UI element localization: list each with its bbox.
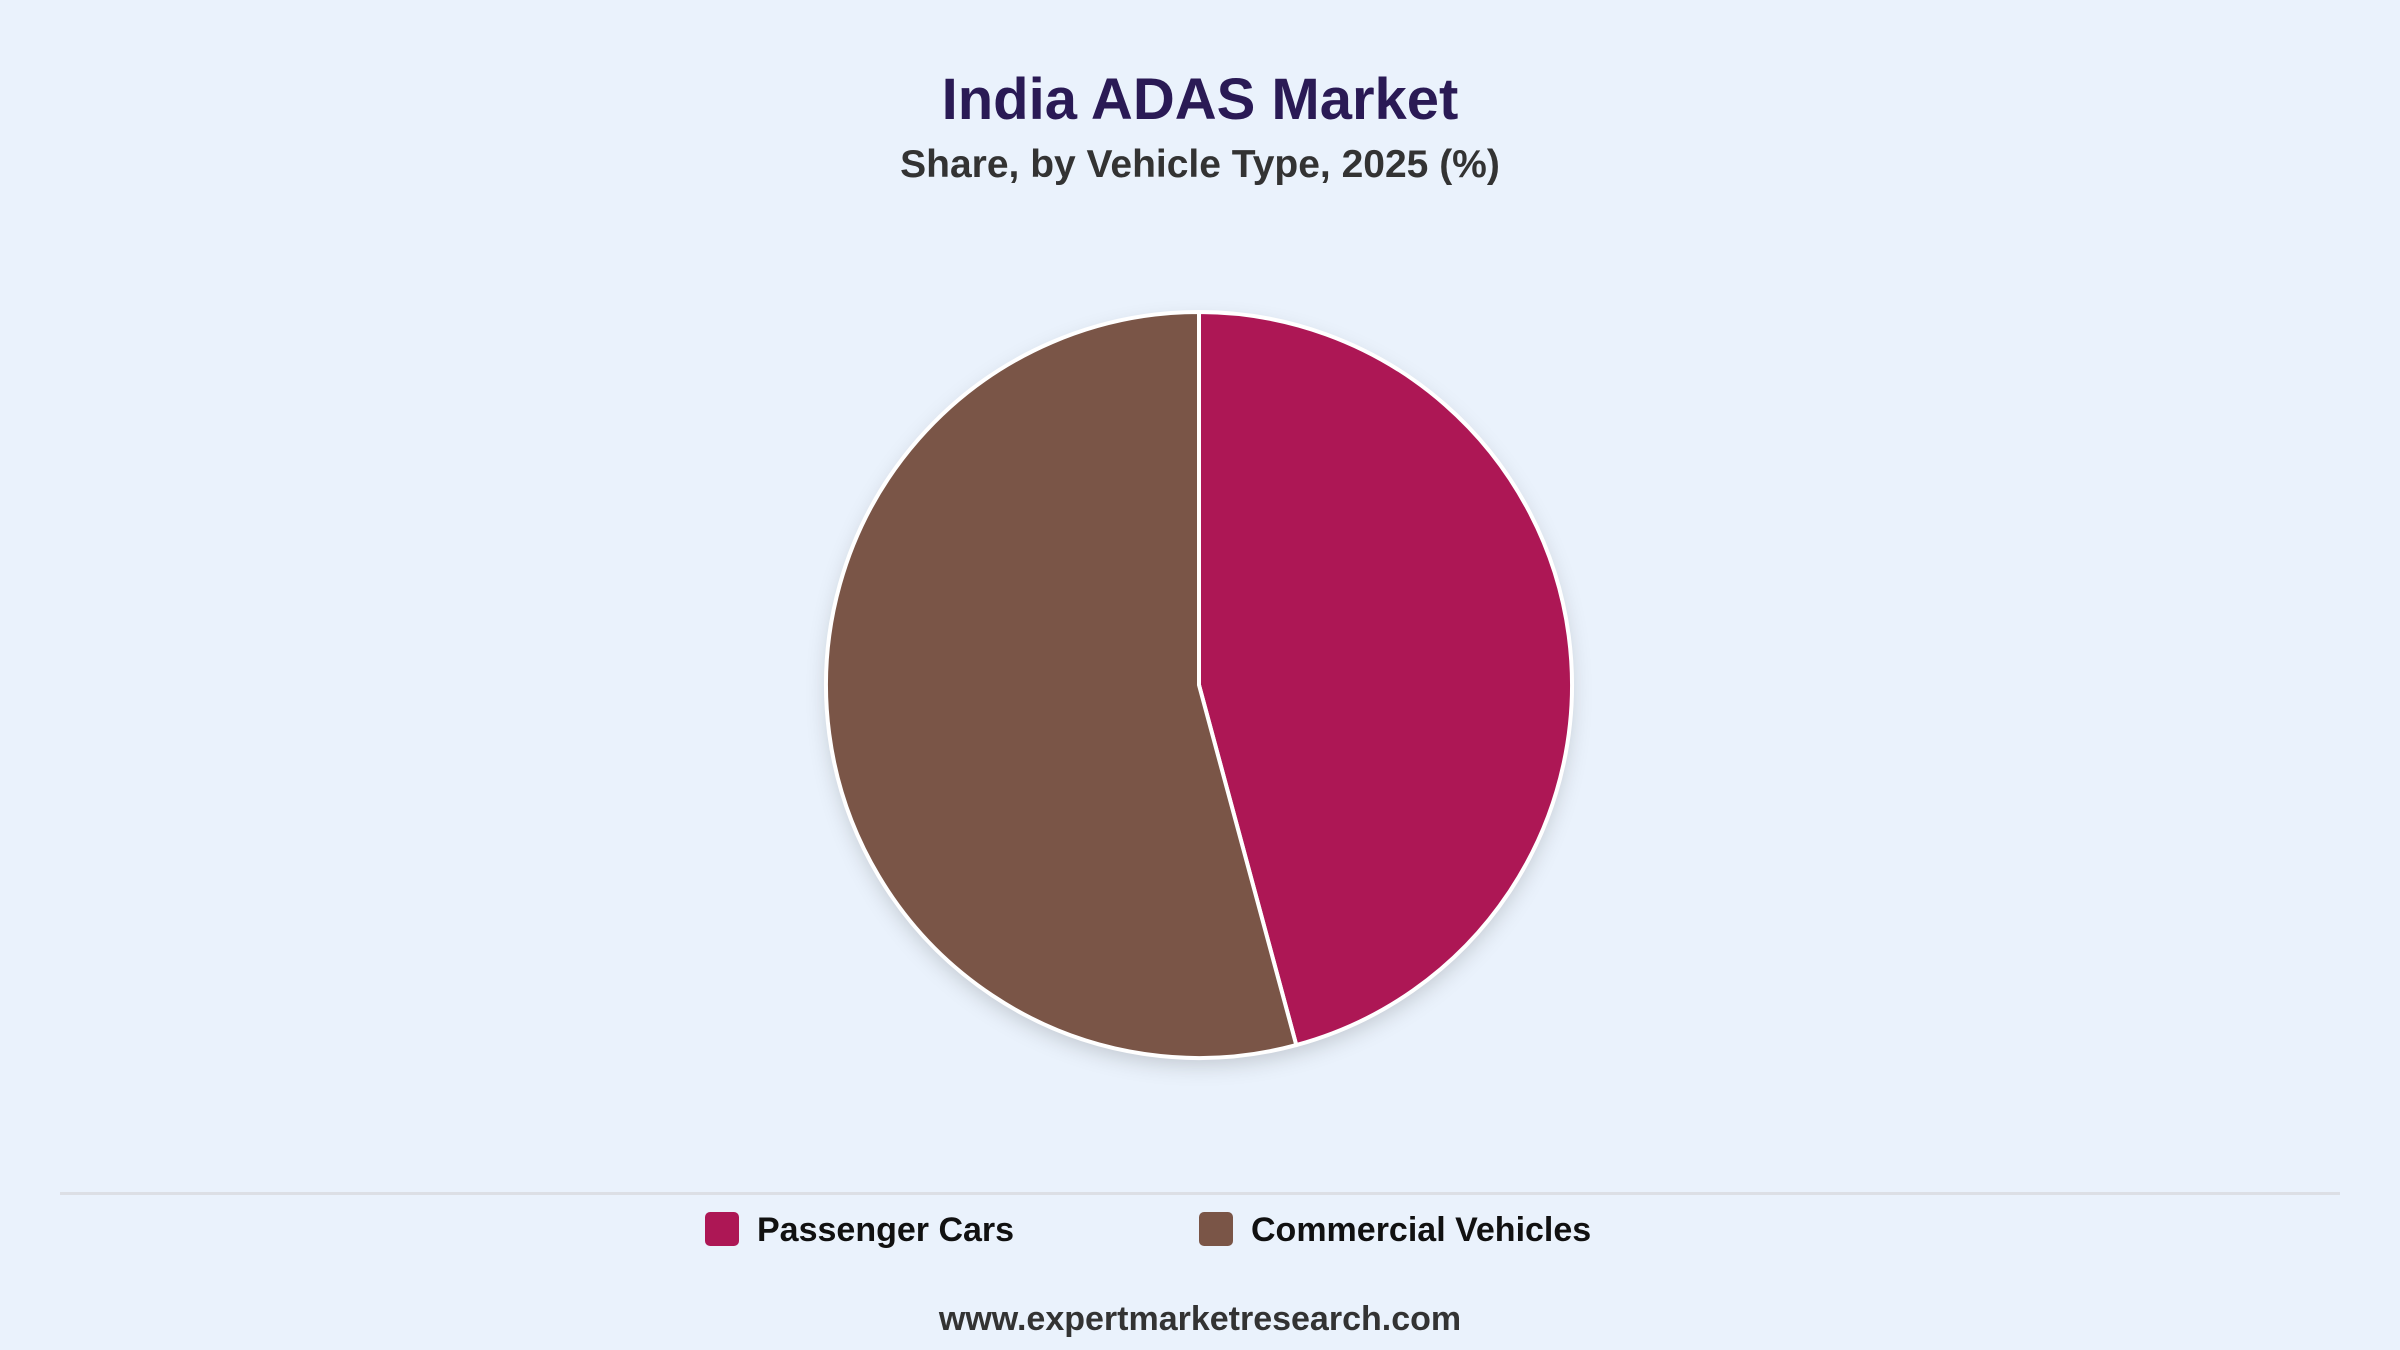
pie-slices: [824, 310, 1574, 1060]
pie-slice-passenger-cars: [1197, 310, 1574, 1048]
chart-subtitle: Share, by Vehicle Type, 2025 (%): [900, 143, 1500, 186]
legend-swatch: [705, 1212, 739, 1246]
legend-swatch: [1199, 1212, 1233, 1246]
legend-label: Commercial Vehicles: [1251, 1211, 1592, 1249]
legend-divider: [60, 1192, 2340, 1195]
pie-slice-commercial-vehicles: [824, 310, 1299, 1060]
legend-label: Passenger Cars: [757, 1211, 1015, 1249]
chart-title: India ADAS Market: [941, 67, 1459, 132]
pie-chart: [824, 310, 1574, 1060]
footer-website: www.expertmarketresearch.com: [938, 1300, 1462, 1338]
